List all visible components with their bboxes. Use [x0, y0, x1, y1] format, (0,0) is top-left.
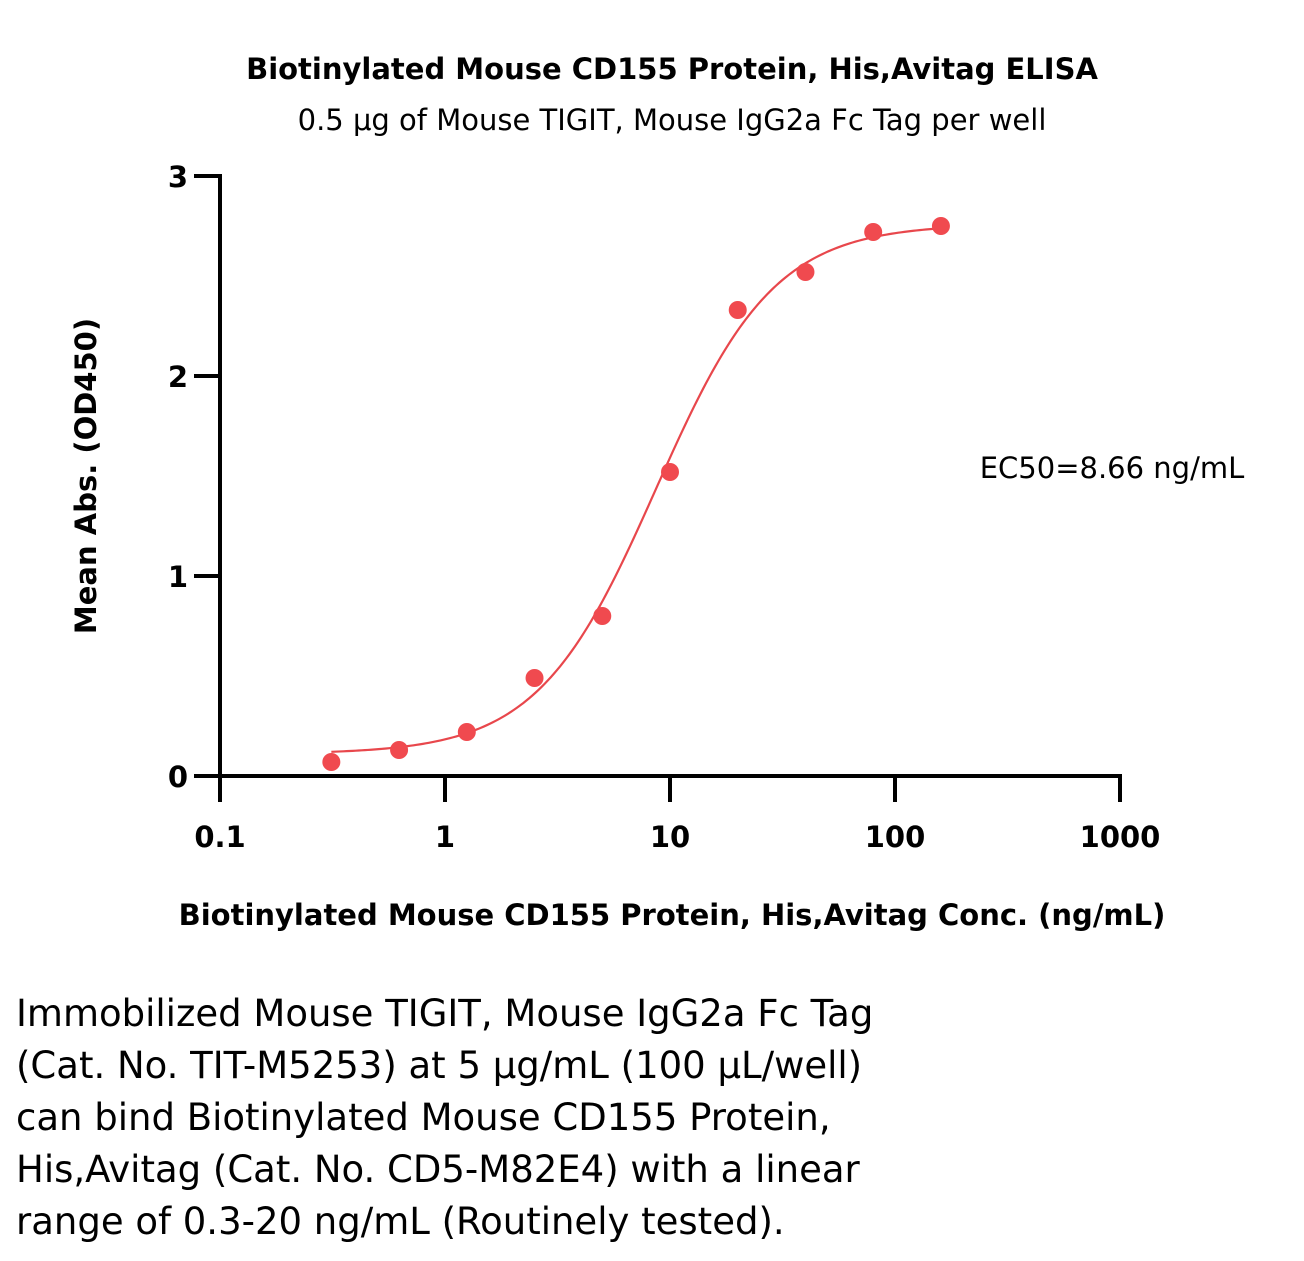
fit-curve [331, 227, 942, 753]
chart-title: Biotinylated Mouse CD155 Protein, His,Av… [246, 52, 1098, 86]
x-tick-label: 100 [865, 820, 926, 854]
data-point [457, 723, 476, 741]
y-axis-label: Mean Abs. (OD450) [69, 318, 103, 634]
data-point [525, 669, 544, 687]
data-point [593, 607, 612, 625]
y-tick-label: 2 [168, 360, 188, 394]
caption-line: (Cat. No. TIT-M5253) at 5 μg/mL (100 μL/… [16, 1044, 863, 1087]
x-tick-label: 1000 [1080, 820, 1161, 854]
elisa-chart: Biotinylated Mouse CD155 Protein, His,Av… [69, 52, 1245, 932]
fit-curve-group [331, 227, 942, 753]
x-axis-label: Biotinylated Mouse CD155 Protein, His,Av… [179, 898, 1166, 932]
y-tick-label: 0 [168, 760, 188, 794]
caption-line: can bind Biotinylated Mouse CD155 Protei… [16, 1096, 831, 1139]
chart-subtitle: 0.5 μg of Mouse TIGIT, Mouse IgG2a Fc Ta… [298, 103, 1047, 137]
data-point [864, 223, 883, 241]
x-tick-label: 0.1 [194, 820, 245, 854]
y-tick-label: 3 [168, 160, 188, 194]
data-point [796, 263, 815, 281]
caption-line: range of 0.3-20 ng/mL (Routinely tested)… [16, 1200, 785, 1243]
data-point [931, 217, 950, 235]
y-tick-label: 1 [168, 560, 188, 594]
data-point [728, 301, 747, 319]
data-points [322, 217, 950, 771]
data-point [661, 463, 679, 481]
x-tick-label: 1 [435, 820, 455, 854]
data-point [390, 741, 409, 759]
ticks: 0 1 2 3 0.1 1 10 100 1000 [168, 160, 1161, 854]
figure-caption: Immobilized Mouse TIGIT, Mouse IgG2a Fc … [16, 988, 1286, 1248]
caption-line: His,Avitag (Cat. No. CD5-M82E4) with a l… [16, 1148, 860, 1191]
data-point [322, 753, 341, 771]
ec50-annotation: EC50=8.66 ng/mL [980, 451, 1245, 485]
x-tick-label: 10 [650, 820, 690, 854]
caption-line: Immobilized Mouse TIGIT, Mouse IgG2a Fc … [16, 992, 874, 1035]
